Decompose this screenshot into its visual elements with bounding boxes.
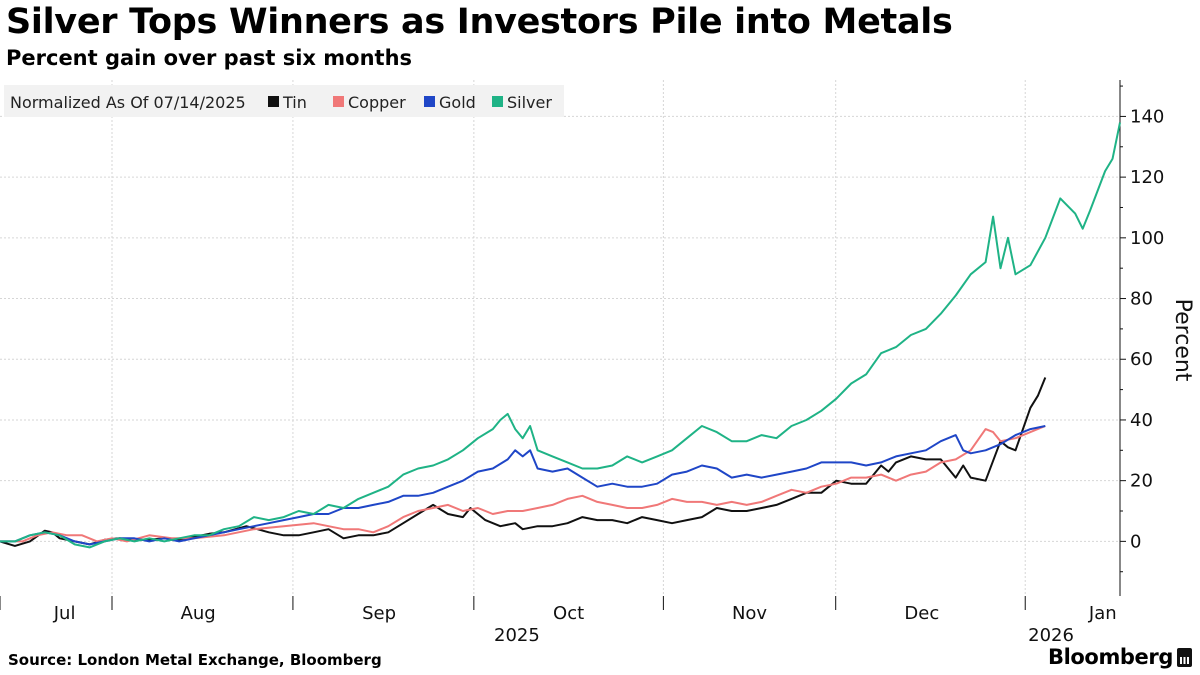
legend-swatch-silver	[492, 96, 503, 107]
x-month-label: Oct	[553, 603, 584, 624]
x-month-label: Nov	[732, 603, 767, 624]
legend-label-silver: Silver	[507, 93, 552, 112]
y-tick-label: 0	[1130, 531, 1141, 552]
y-tick-label: 40	[1130, 410, 1153, 431]
series-line-gold	[0, 425, 1046, 546]
x-year-label: 2026	[1028, 625, 1074, 646]
y-tick-label: 100	[1130, 228, 1164, 249]
legend-swatch-tin	[268, 96, 279, 107]
x-year-label: 2025	[494, 625, 540, 646]
brand-name: Bloomberg	[1047, 645, 1173, 669]
x-month-label: Dec	[904, 603, 939, 624]
legend: Normalized As Of 07/14/2025 Tin Copper Gol…	[4, 85, 564, 117]
series-line-silver	[0, 122, 1121, 549]
chart-title: Silver Tops Winners as Investors Pile in…	[6, 2, 953, 42]
legend-label-copper: Copper	[348, 93, 406, 112]
legend-label-gold: Gold	[439, 93, 476, 112]
x-month-label: Sep	[362, 603, 396, 624]
y-tick-label: 120	[1130, 167, 1164, 188]
series-line-tin	[0, 377, 1047, 547]
legend-background	[4, 85, 564, 117]
x-month-label: Jan	[1088, 603, 1117, 624]
series-line-copper	[0, 425, 1046, 543]
chart-subtitle: Percent gain over past six months	[6, 46, 413, 70]
legend-swatch-copper	[333, 96, 344, 107]
y-tick-label: 140	[1130, 106, 1164, 127]
brand-logo: Bloomberg	[1048, 645, 1192, 669]
series-layer	[0, 122, 1121, 549]
bloomberg-bar-icon	[1177, 647, 1192, 667]
legend-normalized-label: Normalized As Of 07/14/2025	[10, 93, 246, 112]
legend-label-tin: Tin	[282, 93, 307, 112]
y-tick-label: 60	[1130, 349, 1153, 370]
x-month-label: Jul	[53, 603, 76, 624]
x-month-label: Aug	[181, 603, 216, 624]
legend-swatch-gold	[424, 96, 435, 107]
source-note: Source: London Metal Exchange, Bloomberg	[8, 651, 382, 669]
axis-layer: 0 20 40 60 80 100 120 140 Jul Aug Sep Oct Nov Dec Jan 2…	[0, 80, 1164, 646]
grid-layer	[0, 80, 1120, 596]
y-tick-label: 80	[1130, 289, 1153, 310]
y-tick-label: 20	[1130, 471, 1153, 492]
y-axis-title: Percent	[1170, 299, 1195, 382]
